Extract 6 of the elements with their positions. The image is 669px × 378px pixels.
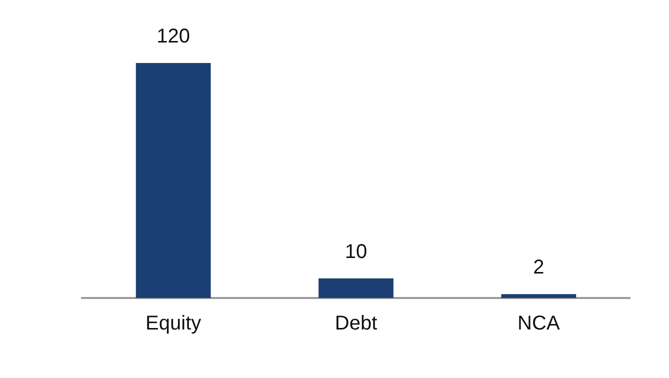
data-label: 10 — [344, 240, 368, 263]
x-tick-label: Equity — [146, 312, 202, 335]
x-tick-label: NCA — [518, 312, 560, 335]
data-label: 2 — [533, 256, 544, 279]
x-tick-label: Debt — [334, 312, 378, 335]
data-label: 120 — [156, 26, 190, 48]
